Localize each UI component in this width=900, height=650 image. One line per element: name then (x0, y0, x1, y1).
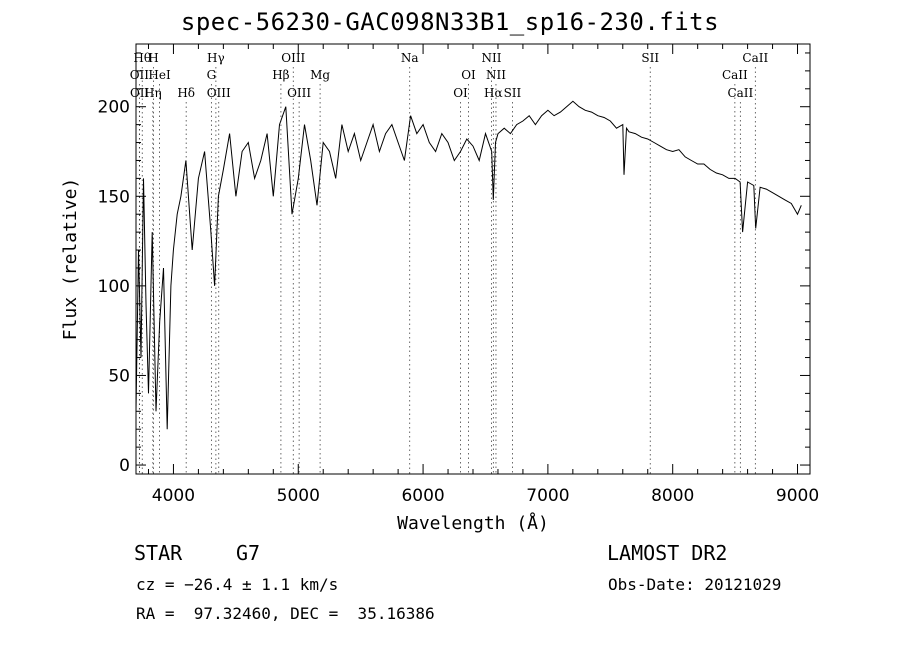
line-marker-label: OI (461, 68, 476, 82)
line-marker-label: Hβ (272, 68, 289, 82)
page-title: spec-56230-GAC098N33B1_sp16-230.fits (180, 8, 720, 36)
x-tick-label: 6000 (401, 486, 444, 506)
x-tick-label: 5000 (277, 486, 320, 506)
y-tick-label: 150 (98, 187, 130, 207)
line-marker-label: Hη (144, 86, 162, 100)
x-tick-label: 8000 (651, 486, 694, 506)
line-marker-label: NII (486, 68, 506, 82)
line-marker-label: NII (481, 51, 501, 65)
line-marker-label: Mg (310, 68, 330, 82)
line-marker-label: OII (130, 68, 150, 82)
line-marker-label: CaII (722, 68, 748, 82)
obs-date: Obs-Date: 20121029 (608, 575, 782, 594)
line-marker-label: CaII (742, 51, 768, 65)
line-marker-label: HeI (148, 68, 171, 82)
ra-dec: RA = 97.32460, DEC = 35.16386 (136, 604, 435, 623)
object-subclass: G7 (236, 541, 261, 565)
line-marker-label: Hγ (207, 51, 225, 65)
y-tick-label: 100 (98, 277, 130, 297)
x-tick-label: 4000 (152, 486, 195, 506)
line-marker-label: OIII (281, 51, 305, 65)
plot-frame (135, 43, 811, 475)
line-marker-label: SII (641, 51, 659, 65)
line-marker-label: OII (130, 86, 150, 100)
survey-name: LAMOST DR2 (607, 541, 728, 565)
line-marker-label: G (207, 68, 217, 82)
line-marker-label: SII (504, 86, 522, 100)
line-marker-label: Hα (484, 86, 503, 100)
y-tick-label: 0 (119, 456, 130, 476)
line-marker-label: Hδ (177, 86, 195, 100)
x-tick-label: 7000 (526, 486, 569, 506)
x-tick-label: 9000 (776, 486, 819, 506)
y-tick-label: 50 (108, 366, 130, 386)
y-axis-label: Flux (relative) (60, 178, 81, 341)
object-class: STAR (134, 541, 183, 565)
line-marker-label: OIII (287, 86, 311, 100)
line-marker-label: CaII (727, 86, 753, 100)
axis-ticks: 4000 5000 6000 7000 8000 9000 0 50 100 150 200 (98, 44, 819, 506)
line-marker-label: Hθ (133, 51, 151, 65)
y-tick-label: 200 (98, 98, 130, 118)
spectrum-line (135, 100, 802, 430)
line-marker-label: Na (401, 51, 419, 65)
redshift-cz: cz = −26.4 ± 1.1 km/s (136, 575, 339, 594)
line-marker-label: OI (453, 86, 468, 100)
x-axis-label: Wavelength (Å) (397, 512, 549, 534)
line-marker-label: OIII (207, 86, 231, 100)
line-marker-label: H (148, 51, 158, 65)
